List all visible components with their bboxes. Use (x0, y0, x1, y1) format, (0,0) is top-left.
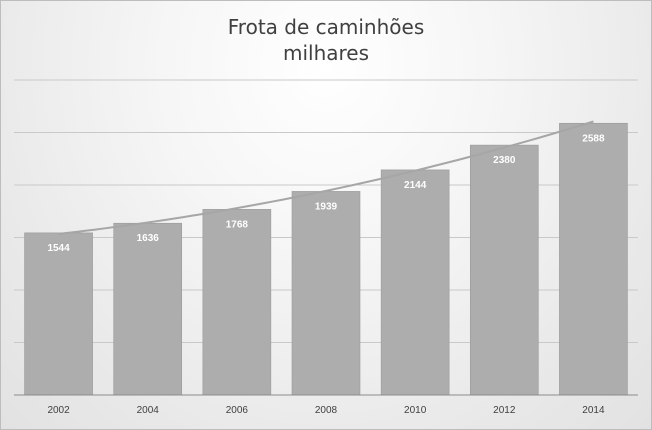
chart-subtitle: milhares (282, 41, 370, 65)
data-label: 1636 (137, 233, 160, 244)
x-tick-label: 2008 (315, 405, 338, 416)
data-label: 1768 (226, 219, 249, 230)
data-label: 2380 (493, 155, 516, 166)
data-label: 1939 (315, 201, 338, 212)
x-tick-label: 2012 (493, 405, 516, 416)
data-label: 1544 (47, 243, 70, 254)
bar (469, 144, 539, 396)
x-tick-label: 2006 (226, 405, 249, 416)
chart-title-block: Frota de caminhões milhares (1, 14, 651, 66)
bar (380, 169, 450, 396)
x-tick-label: 2004 (137, 405, 160, 416)
data-label: 2144 (404, 180, 427, 191)
x-tick-label: 2002 (47, 405, 70, 416)
data-label: 2588 (582, 133, 605, 144)
chart-title: Frota de caminhões (227, 15, 425, 39)
bar (202, 209, 272, 396)
x-tick-label: 2010 (404, 405, 427, 416)
bar (113, 222, 183, 396)
x-tick-label: 2014 (582, 405, 605, 416)
trendline (58, 120, 594, 235)
bar (24, 232, 93, 396)
bar (291, 191, 361, 396)
bar (559, 122, 628, 396)
